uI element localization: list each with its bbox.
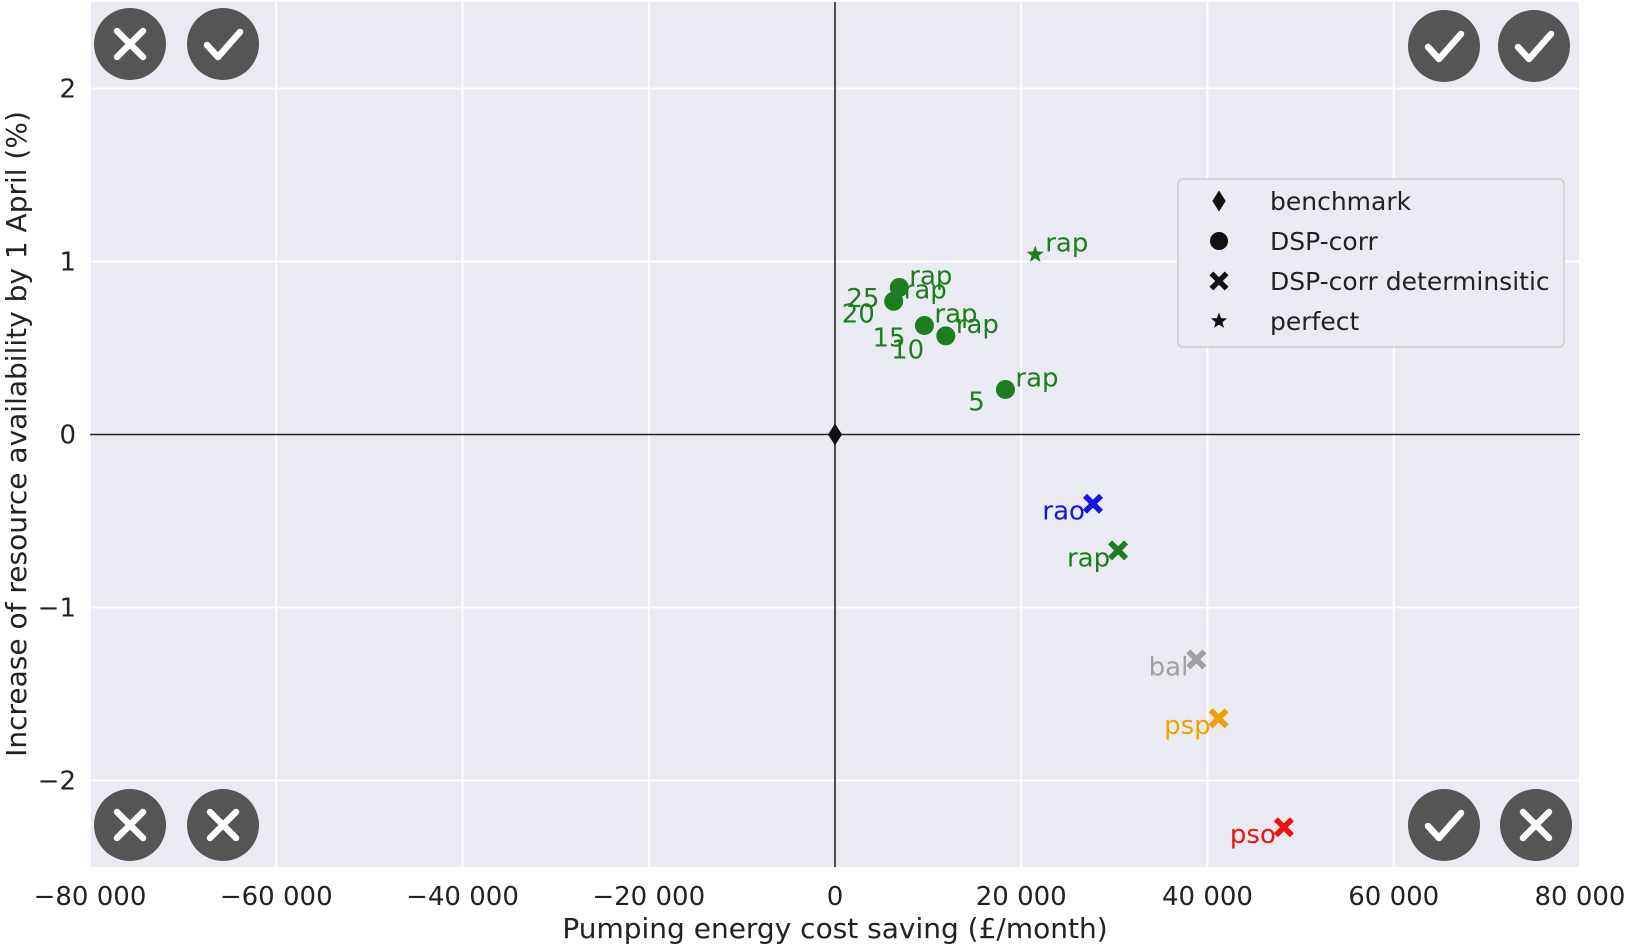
window-label: 15 (872, 324, 905, 354)
cross-icon (1500, 789, 1572, 861)
x-axis-label: Pumping energy cost saving (£/month) (562, 912, 1107, 945)
marker-x (1209, 271, 1229, 291)
x-tick-label: −40 000 (406, 882, 519, 912)
x-tick-label: 0 (827, 882, 844, 912)
cross-icon (94, 789, 166, 861)
marker-circle (1209, 231, 1229, 251)
window-label: 5 (968, 388, 985, 418)
marker-circle (914, 316, 934, 336)
marker-x (1082, 493, 1103, 514)
cross-glyph (206, 808, 240, 842)
window-label: 25 (846, 284, 879, 314)
point-label: rap (1015, 364, 1058, 394)
x-tick-label: 60 000 (1348, 882, 1439, 912)
cross-glyph (113, 808, 147, 842)
quadrant-badges (94, 8, 1572, 861)
x-tick-label: −60 000 (220, 882, 333, 912)
legend-item: benchmark (1212, 187, 1412, 216)
point-label: psp (1164, 711, 1211, 741)
y-tick-label: −1 (38, 594, 76, 624)
point-label: rap (956, 310, 999, 340)
data-points (828, 245, 1294, 838)
quadrant-badge-top-left (94, 8, 259, 80)
point-label: rap (904, 275, 947, 305)
marker-star (1210, 312, 1228, 328)
legend: benchmark DSP-corr DSP-corr determinsitic p… (1177, 178, 1565, 348)
cross-glyph (113, 27, 147, 61)
check-glyph (1424, 30, 1465, 63)
window-label: 20 (842, 299, 875, 329)
marker-x (1208, 708, 1229, 729)
check-glyph (1424, 809, 1465, 842)
legend-item: DSP-corr (1209, 227, 1379, 256)
marker-circle (936, 326, 956, 346)
marker-circle (884, 291, 904, 311)
legend-label: DSP-corr (1270, 227, 1379, 256)
x-tick-label: 40 000 (1162, 882, 1253, 912)
point-labels: raprapraprapraprapraorapbalpsppso2520151… (842, 229, 1276, 851)
x-tick-label: 20 000 (976, 882, 1067, 912)
tick-labels: −80 000 −60 000 −40 000 −20 000 0 20 000 40 00… (34, 75, 1626, 913)
y-tick-label: 1 (59, 248, 76, 278)
check-icon (1498, 10, 1570, 82)
x-tick-label: −80 000 (34, 882, 147, 912)
quadrant-badge-bottom-right (1408, 789, 1572, 861)
cross-icon (94, 8, 166, 80)
x-tick-label: −20 000 (592, 882, 705, 912)
window-label: 10 (891, 336, 924, 366)
legend-item: perfect (1210, 307, 1359, 336)
check-glyph (1514, 30, 1555, 63)
point-label: rap (1045, 229, 1088, 259)
marker-circle (995, 380, 1015, 400)
y-axis-label: Increase of resource availability by 1 A… (0, 111, 33, 757)
marker-star (1026, 245, 1044, 262)
point-label: rap (909, 261, 952, 291)
marker-diamond (828, 423, 842, 446)
check-icon (1408, 789, 1480, 861)
cross-glyph (1519, 808, 1553, 842)
marker-x (1186, 649, 1207, 670)
y-tick-label: −2 (38, 767, 76, 797)
y-tick-label: 0 (59, 421, 76, 451)
badge-circle (187, 8, 259, 80)
point-label: rap (1067, 543, 1110, 573)
badge-circle (1408, 10, 1480, 82)
check-icon (187, 8, 259, 80)
legend-item: DSP-corr determinsitic (1209, 267, 1550, 296)
cross-icon (187, 789, 259, 861)
badge-circle (1498, 10, 1570, 82)
check-glyph (203, 28, 244, 61)
quadrant-badge-bottom-left (94, 789, 259, 861)
legend-label: perfect (1270, 307, 1359, 336)
point-label: pso (1230, 820, 1276, 850)
x-tick-label: 80 000 (1535, 882, 1626, 912)
point-label: bal (1149, 652, 1189, 682)
legend-label: DSP-corr determinsitic (1270, 267, 1550, 296)
marker-diamond (1212, 190, 1226, 212)
marker-x (1273, 817, 1294, 838)
y-tick-label: 2 (59, 75, 76, 105)
point-label: rao (1042, 497, 1085, 527)
marker-x (1108, 540, 1129, 561)
quadrant-badge-top-right (1408, 10, 1570, 82)
point-label: rap (934, 300, 977, 330)
legend-box (1177, 178, 1565, 348)
badge-circle (1408, 789, 1480, 861)
check-icon (1408, 10, 1480, 82)
legend-label: benchmark (1270, 187, 1412, 216)
